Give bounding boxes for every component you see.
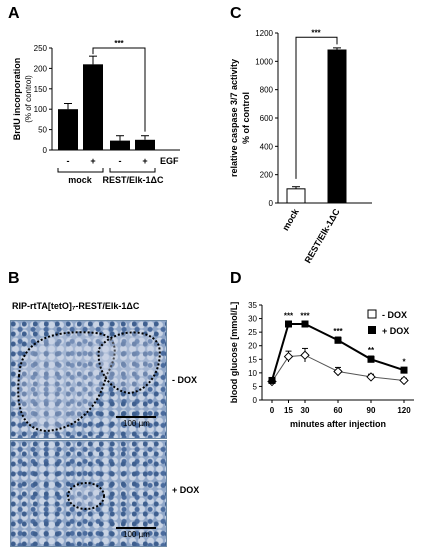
panel-letter-d: D: [230, 270, 242, 287]
d-series-line-1: [271, 323, 405, 381]
a-ytick-label-0: 0: [43, 146, 48, 155]
d-xlabel: minutes after injection: [290, 419, 386, 429]
scale-bar-top: [116, 416, 156, 418]
d-ytick-label-3: 15: [248, 355, 257, 364]
d-legend-swatch-0: [367, 309, 377, 319]
d-ytick-label-0: 0: [253, 396, 258, 405]
c-cat-label-0: mock: [280, 206, 301, 232]
d-legend-label-1: + DOX: [382, 326, 409, 336]
d-xtick-label-4: 90: [367, 406, 376, 415]
d-ylabel: blood glucose [mmol/L]: [229, 302, 239, 404]
label-plus-dox: + DOX: [172, 485, 200, 495]
a-ylabel2: (% of control): [24, 75, 33, 123]
scale-bar-bottom: [116, 527, 156, 529]
a-bar-label-1: +: [90, 156, 95, 166]
a-ytick-label-2: 100: [34, 105, 48, 114]
c-ytick-label-0: 0: [269, 199, 274, 208]
d-sig-label-3: ***: [333, 327, 343, 336]
d-ytick-label-2: 10: [248, 369, 257, 378]
c-ytick-label-4: 800: [260, 86, 274, 95]
c-ytick-label-3: 600: [260, 114, 274, 123]
d-ytick-label-4: 20: [248, 342, 257, 351]
a-ylabel: BrdU incorporation: [12, 58, 22, 141]
d-point-1-5: [400, 366, 408, 374]
a-bar-label-3: +: [142, 156, 147, 166]
d-sig-label-5: *: [402, 357, 406, 366]
d-ytick-label-1: 5: [253, 382, 258, 391]
scale-bar-label-top: 100 µm: [123, 419, 150, 428]
a-ytick-label-1: 50: [38, 126, 47, 135]
d-sig-label-4: **: [368, 346, 375, 355]
a-bar-label-0: -: [67, 156, 70, 166]
a-bar-2: [110, 140, 130, 150]
c-sig-bracket: [295, 36, 338, 179]
panel-letter-b: B: [8, 270, 20, 287]
d-point-1-2: [301, 320, 309, 328]
d-sig-label-2: ***: [300, 311, 310, 320]
islet-image-minus-dox: 100 µm: [10, 320, 167, 439]
d-point-0-4: [366, 372, 376, 382]
d-point-1-0: [268, 376, 276, 384]
d-xtick-label-5: 120: [397, 406, 411, 415]
d-point-0-1: [283, 351, 294, 362]
d-point-1-4: [367, 355, 375, 363]
a-group-label-0: mock: [68, 175, 93, 185]
d-xtick-label-0: 0: [270, 406, 275, 415]
d-ytick-label-5: 25: [248, 328, 257, 337]
panel-letter-c: C: [230, 5, 242, 22]
a-ytick-label-5: 250: [34, 44, 48, 53]
a-bar-1: [83, 64, 103, 150]
c-ylabel2: % of control: [241, 92, 251, 144]
d-xtick-label-3: 60: [334, 406, 343, 415]
c-cat-label-1: REST/Elk-1ΔC: [303, 207, 342, 265]
d-xtick-label-2: 30: [301, 406, 310, 415]
d-point-0-2: [300, 350, 310, 360]
scale-bar-label-bottom: 100 µm: [123, 530, 150, 539]
d-series-line-0: [271, 354, 405, 382]
c-bar-0: [286, 188, 306, 204]
c-bar-1: [327, 49, 347, 204]
islet-image-plus-dox: 100 µm: [10, 440, 167, 547]
d-ytick-label-7: 35: [248, 301, 257, 310]
panel-b-title: RIP-rtTA[tetO]₇-REST/Elk-1ΔC: [12, 301, 140, 311]
a-bar-label-2: -: [119, 156, 122, 166]
d-point-1-1: [285, 320, 292, 328]
c-ytick-label-6: 1200: [255, 29, 273, 38]
d-ytick-label-6: 30: [248, 315, 257, 324]
d-point-0-3: [333, 366, 343, 377]
d-point-1-3: [334, 336, 342, 344]
a-group-label-1: REST/Elk-1ΔC: [103, 175, 164, 185]
a-group-bracket-1: [109, 168, 156, 173]
d-sig-label-1: ***: [284, 311, 294, 320]
a-group-bracket-0: [57, 168, 104, 173]
a-sig-label: ***: [114, 39, 124, 48]
c-ytick-label-1: 200: [260, 171, 274, 180]
c-ytick-label-5: 1000: [255, 57, 273, 66]
panel-letter-a: A: [8, 5, 20, 22]
d-point-0-5: [399, 375, 409, 386]
d-legend-label-0: - DOX: [382, 310, 407, 320]
a-ytick-label-3: 150: [34, 85, 48, 94]
a-sig-bracket: [92, 47, 146, 132]
a-bar-0: [58, 109, 78, 150]
d-xtick-label-1: 15: [284, 406, 293, 415]
a-bar-3: [135, 139, 155, 150]
a-ytick-label-4: 200: [34, 64, 48, 73]
d-legend-swatch-1: [368, 326, 376, 334]
a-treatment-label: EGF: [160, 156, 179, 166]
c-sig-label: ***: [311, 28, 321, 37]
label-minus-dox: - DOX: [172, 375, 198, 385]
c-ylabel: relative caspase 3/7 activity: [229, 59, 239, 177]
c-ytick-label-2: 400: [260, 142, 274, 151]
